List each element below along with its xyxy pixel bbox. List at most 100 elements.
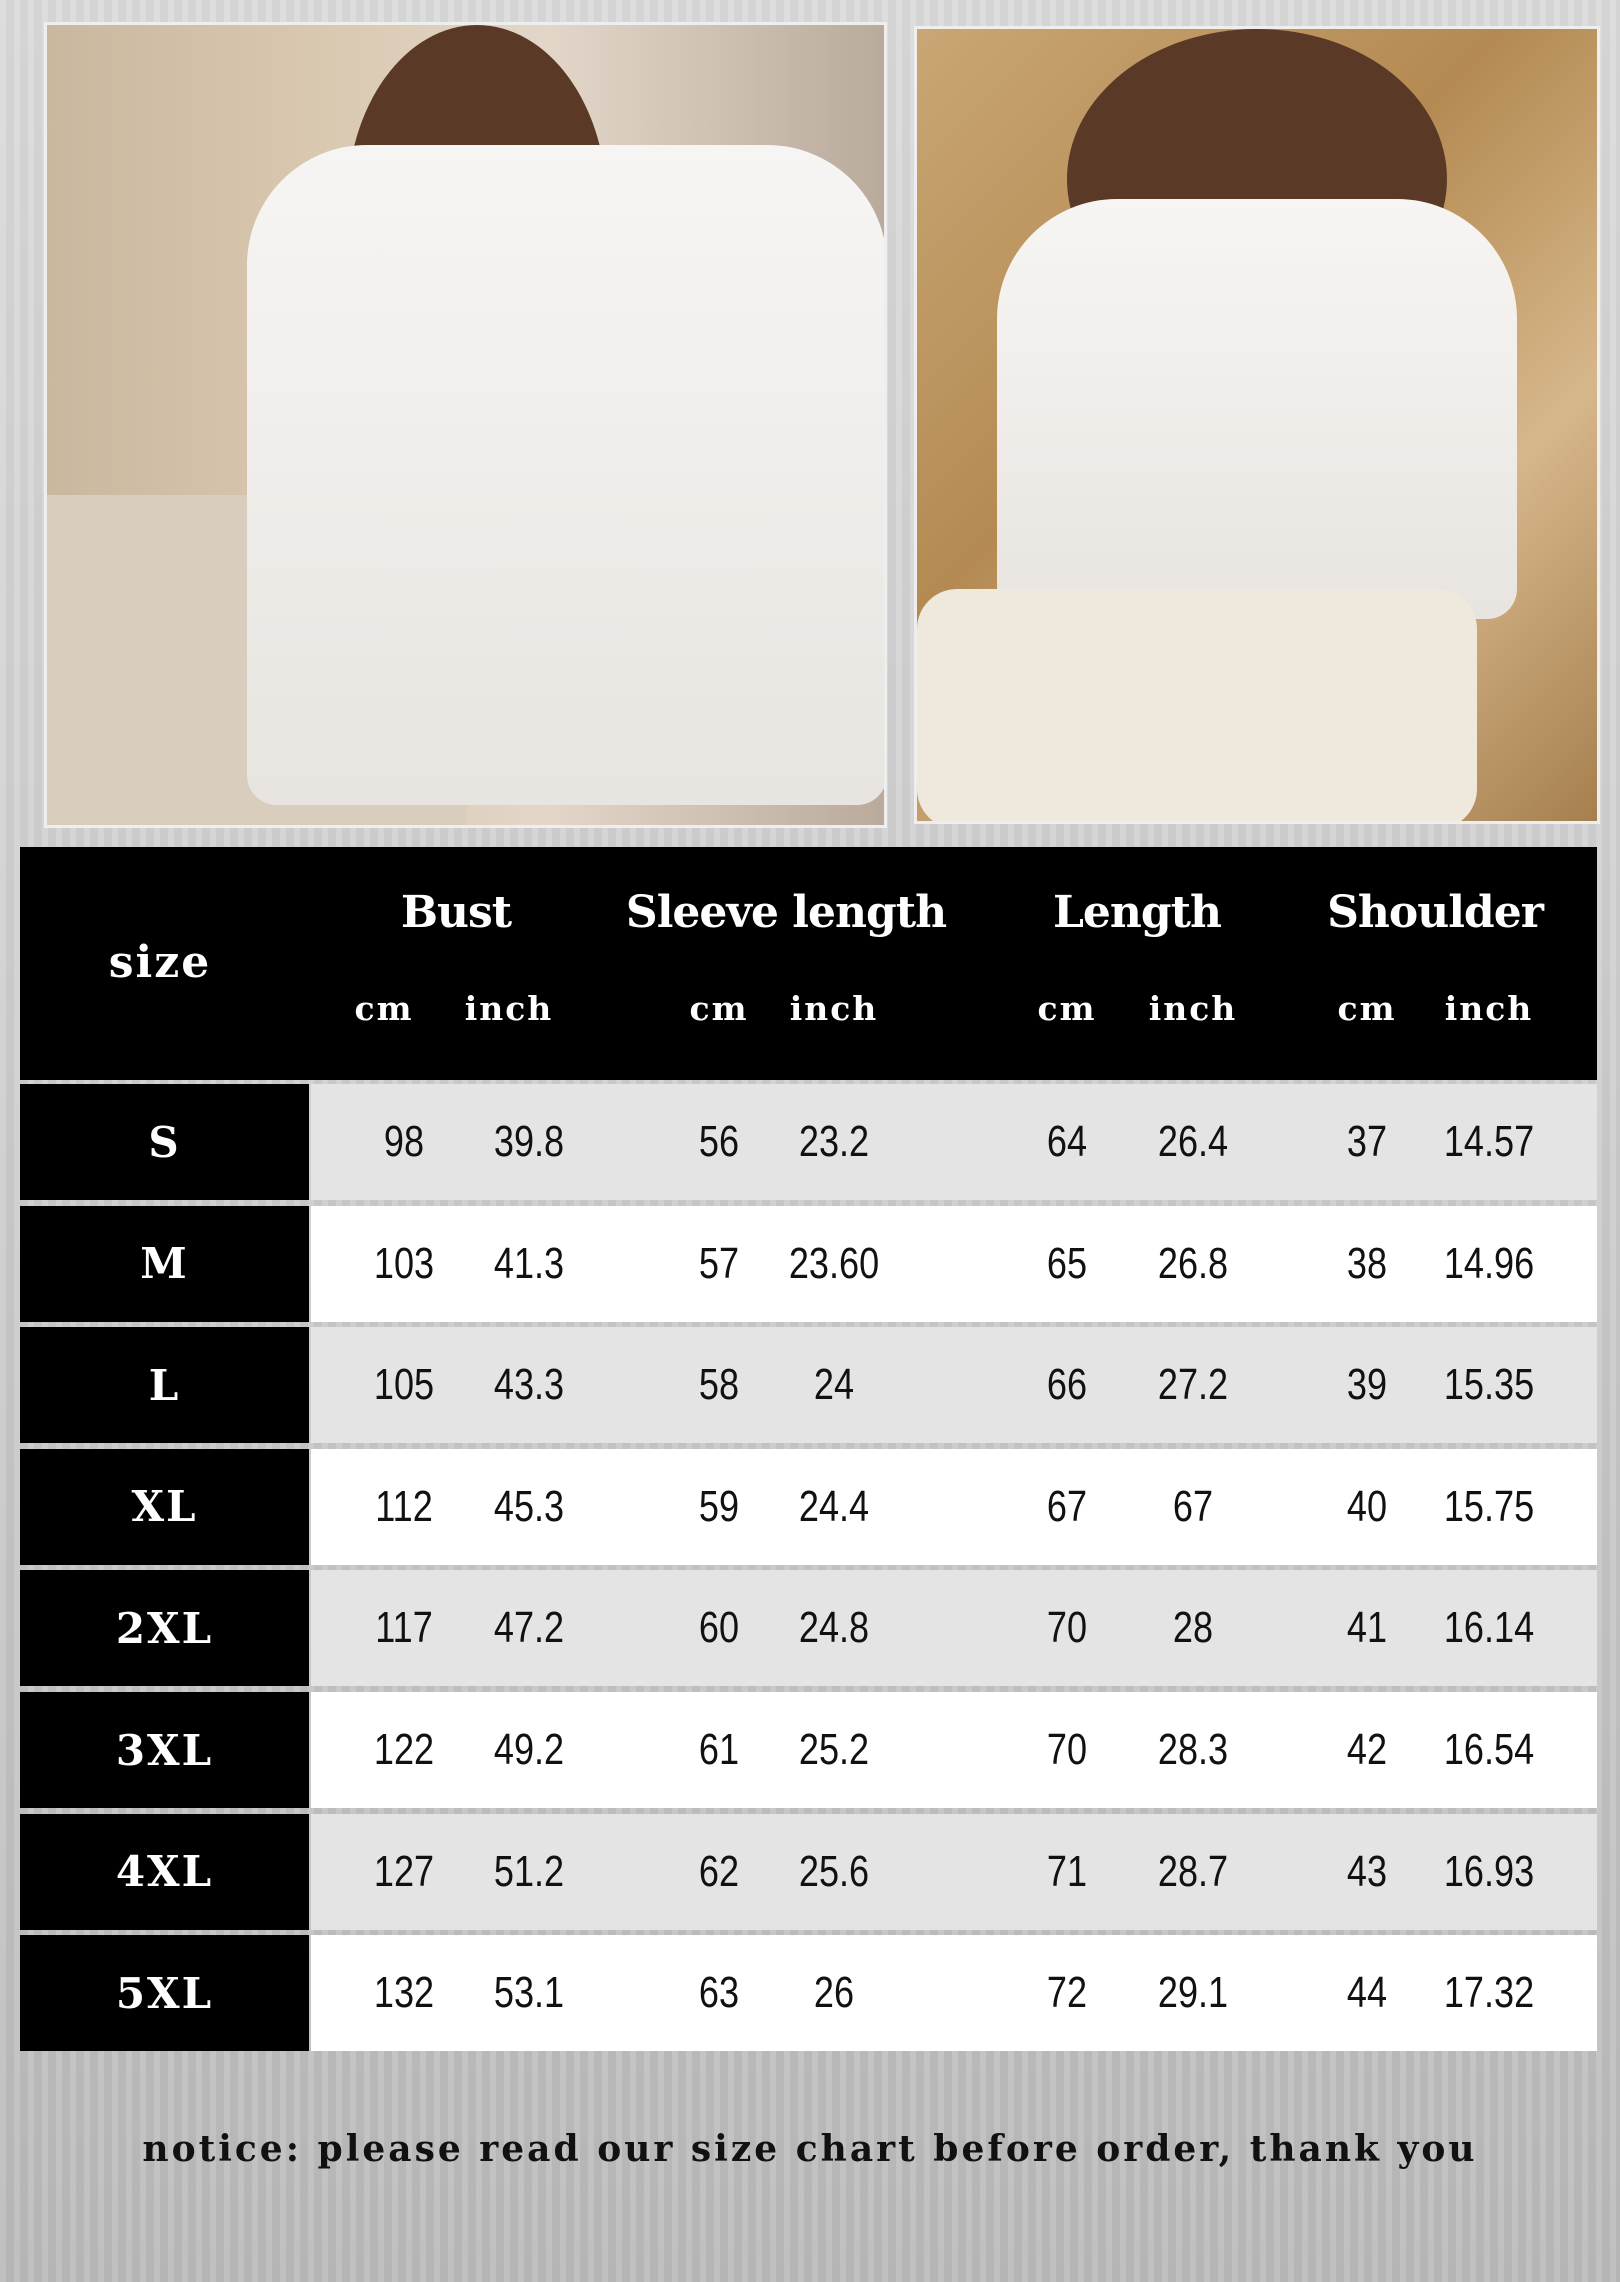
model-photo-field bbox=[914, 26, 1600, 824]
value-cell: 67 bbox=[1046, 1481, 1088, 1531]
white-pants bbox=[917, 589, 1477, 821]
size-cell: L bbox=[20, 1327, 309, 1444]
value-cell: 62 bbox=[698, 1846, 740, 1896]
value-cell: 59 bbox=[698, 1481, 740, 1531]
unit-cm: cm bbox=[1037, 989, 1097, 1028]
row-values: 103 41.3 57 23.60 65 26.8 38 14.96 bbox=[311, 1205, 1597, 1322]
bust-header: Bust bbox=[400, 887, 512, 938]
table-row: L 105 43.3 58 24 66 27.2 39 15.35 bbox=[20, 1327, 1597, 1444]
table-row: 4XL 127 51.2 62 25.6 71 28.7 43 16.93 bbox=[20, 1813, 1597, 1930]
row-values: 132 53.1 63 26 72 29.1 44 17.32 bbox=[311, 1935, 1597, 2052]
value-cell: 43.3 bbox=[493, 1360, 565, 1410]
value-cell: 16.93 bbox=[1443, 1846, 1535, 1896]
value-cell: 15.35 bbox=[1443, 1360, 1535, 1410]
value-cell: 37 bbox=[1346, 1117, 1388, 1166]
value-cell: 64 bbox=[1046, 1117, 1088, 1166]
value-cell: 67 bbox=[1172, 1481, 1214, 1531]
size-cell: 5XL bbox=[20, 1935, 309, 2052]
size-cell: XL bbox=[20, 1448, 309, 1565]
value-cell: 26.8 bbox=[1157, 1238, 1229, 1288]
value-cell: 28 bbox=[1172, 1603, 1214, 1653]
value-cell: 44 bbox=[1346, 1968, 1388, 2018]
value-cell: 41.3 bbox=[493, 1238, 565, 1288]
row-values: 112 45.3 59 24.4 67 67 40 15.75 bbox=[311, 1448, 1597, 1565]
value-cell: 41 bbox=[1346, 1603, 1388, 1653]
value-cell: 72 bbox=[1046, 1968, 1088, 2018]
value-cell: 23.60 bbox=[788, 1238, 880, 1288]
value-cell: 66 bbox=[1046, 1360, 1088, 1410]
value-cell: 43 bbox=[1346, 1846, 1388, 1896]
value-cell: 24.8 bbox=[798, 1603, 870, 1653]
value-cell: 40 bbox=[1346, 1481, 1388, 1531]
size-cell: M bbox=[20, 1205, 309, 1322]
value-cell: 127 bbox=[373, 1846, 435, 1896]
value-cell: 60 bbox=[698, 1603, 740, 1653]
value-cell: 53.1 bbox=[493, 1968, 565, 2018]
value-cell: 71 bbox=[1046, 1846, 1088, 1896]
size-cell: 4XL bbox=[20, 1813, 309, 1930]
unit-cm: cm bbox=[689, 989, 749, 1028]
length-header: Length bbox=[1052, 887, 1222, 938]
table-row: 3XL 122 49.2 61 25.2 70 28.3 42 16.54 bbox=[20, 1692, 1597, 1808]
value-cell: 63 bbox=[698, 1968, 740, 2018]
value-cell: 103 bbox=[373, 1238, 435, 1288]
value-cell: 24 bbox=[813, 1360, 855, 1410]
value-cell: 26 bbox=[813, 1968, 855, 2018]
model-photo-street bbox=[44, 22, 887, 828]
value-cell: 98 bbox=[383, 1117, 425, 1166]
shoulder-header: Shoulder bbox=[1327, 887, 1544, 938]
unit-inch: inch bbox=[789, 989, 879, 1028]
notice-text: notice: please read our size chart befor… bbox=[142, 2128, 1478, 2170]
value-cell: 45.3 bbox=[493, 1481, 565, 1531]
value-cell: 14.57 bbox=[1443, 1117, 1535, 1166]
value-cell: 23.2 bbox=[798, 1117, 870, 1166]
value-cell: 39 bbox=[1346, 1360, 1388, 1410]
value-cell: 70 bbox=[1046, 1725, 1088, 1774]
value-cell: 16.14 bbox=[1443, 1603, 1535, 1653]
white-shirt bbox=[247, 145, 884, 805]
value-cell: 47.2 bbox=[493, 1603, 565, 1653]
value-cell: 56 bbox=[698, 1117, 740, 1166]
table-row: S 98 39.8 56 23.2 64 26.4 37 14.57 bbox=[20, 1084, 1597, 1200]
unit-cm: cm bbox=[1337, 989, 1397, 1028]
value-cell: 122 bbox=[373, 1725, 435, 1774]
value-cell: 105 bbox=[373, 1360, 435, 1410]
value-cell: 24.4 bbox=[798, 1481, 870, 1531]
value-cell: 61 bbox=[698, 1725, 740, 1774]
value-cell: 28.3 bbox=[1157, 1725, 1229, 1774]
value-cell: 65 bbox=[1046, 1238, 1088, 1288]
value-cell: 29.1 bbox=[1157, 1968, 1229, 2018]
value-cell: 57 bbox=[698, 1238, 740, 1288]
table-row: 5XL 132 53.1 63 26 72 29.1 44 17.32 bbox=[20, 1935, 1597, 2052]
size-column-header: size bbox=[108, 937, 212, 988]
value-cell: 27.2 bbox=[1157, 1360, 1229, 1410]
unit-cm: cm bbox=[354, 989, 414, 1028]
value-cell: 117 bbox=[375, 1603, 433, 1653]
table-row: XL 112 45.3 59 24.4 67 67 40 15.75 bbox=[20, 1448, 1597, 1565]
value-cell: 70 bbox=[1046, 1603, 1088, 1653]
size-cell: 2XL bbox=[20, 1570, 309, 1687]
table-row: 2XL 117 47.2 60 24.8 70 28 41 16.14 bbox=[20, 1570, 1597, 1687]
value-cell: 38 bbox=[1346, 1238, 1388, 1288]
size-cell: 3XL bbox=[20, 1692, 309, 1808]
value-cell: 25.2 bbox=[798, 1725, 870, 1774]
value-cell: 58 bbox=[698, 1360, 740, 1410]
unit-inch: inch bbox=[1444, 989, 1534, 1028]
row-values: 117 47.2 60 24.8 70 28 41 16.14 bbox=[311, 1570, 1597, 1687]
value-cell: 16.54 bbox=[1443, 1725, 1535, 1774]
value-cell: 26.4 bbox=[1157, 1117, 1229, 1166]
value-cell: 25.6 bbox=[798, 1846, 870, 1896]
value-cell: 49.2 bbox=[493, 1725, 565, 1774]
white-shirt bbox=[997, 199, 1517, 619]
value-cell: 132 bbox=[373, 1968, 435, 2018]
row-values: 122 49.2 61 25.2 70 28.3 42 16.54 bbox=[311, 1692, 1597, 1808]
value-cell: 17.32 bbox=[1443, 1968, 1535, 2018]
row-values: 105 43.3 58 24 66 27.2 39 15.35 bbox=[311, 1327, 1597, 1444]
size-cell: S bbox=[20, 1084, 309, 1200]
value-cell: 42 bbox=[1346, 1725, 1388, 1774]
size-table-header: size Bust Sleeve length Length Shoulder … bbox=[20, 847, 1597, 1080]
value-cell: 112 bbox=[375, 1481, 433, 1531]
value-cell: 15.75 bbox=[1443, 1481, 1535, 1531]
unit-inch: inch bbox=[1148, 989, 1238, 1028]
sleeve-length-header: Sleeve length bbox=[625, 887, 947, 938]
